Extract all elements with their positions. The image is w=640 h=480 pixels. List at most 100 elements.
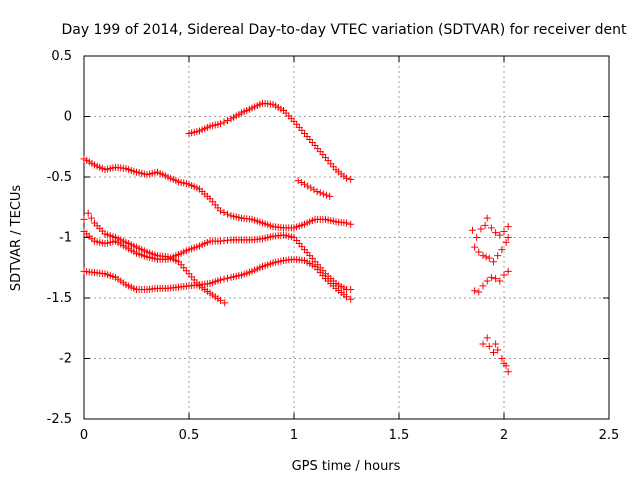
data-point <box>479 282 487 290</box>
data-point <box>297 178 305 186</box>
data-point <box>221 299 229 307</box>
grid <box>84 56 609 419</box>
y-tick-label: -0.5 <box>47 170 72 185</box>
data-point <box>502 238 510 246</box>
data-point <box>307 184 315 192</box>
data-point <box>492 229 500 237</box>
data-point <box>316 189 324 197</box>
series-track-1 <box>80 155 355 232</box>
data-point <box>301 180 308 188</box>
data-point <box>479 340 487 348</box>
data-point <box>473 234 481 241</box>
data-point <box>84 209 92 217</box>
x-tick-label: 0 <box>80 428 88 443</box>
data-point <box>224 210 231 218</box>
data-point <box>483 334 491 342</box>
data-point <box>217 120 224 128</box>
data-point <box>475 248 483 256</box>
data-point <box>496 231 504 239</box>
data-point <box>483 277 491 285</box>
data-point <box>319 190 327 198</box>
data-point <box>471 243 479 251</box>
data-point <box>347 220 355 228</box>
data-point <box>469 226 476 234</box>
x-tick-label: 2.5 <box>599 428 620 443</box>
data-point <box>487 273 495 281</box>
data-point <box>343 293 350 301</box>
y-tick-label: -2 <box>59 352 72 367</box>
data-points <box>80 99 512 376</box>
data-point <box>343 174 350 182</box>
series-cluster-2h-c <box>471 267 512 296</box>
data-point <box>504 368 512 376</box>
data-point <box>347 175 355 183</box>
data-point <box>483 214 491 222</box>
data-point <box>492 340 500 348</box>
series-cluster-2h-d <box>479 334 512 376</box>
data-point <box>504 223 512 231</box>
data-point <box>485 342 493 350</box>
data-point <box>294 177 302 185</box>
data-point <box>475 288 483 296</box>
series-cluster-2h-b <box>471 234 512 266</box>
data-point <box>487 224 495 232</box>
data-point <box>502 362 510 370</box>
x-tick-label: 1 <box>290 428 298 443</box>
data-point <box>224 274 231 282</box>
data-point <box>485 254 493 262</box>
y-tick-labels: -2.5 -2 -1.5 -1 -0.5 0 0.5 <box>47 49 72 427</box>
data-point <box>477 225 485 233</box>
data-point <box>313 188 321 196</box>
chart-title: Day 199 of 2014, Sidereal Day-to-day VTE… <box>61 22 627 38</box>
data-point <box>347 295 355 303</box>
y-tick-label: 0.5 <box>51 49 72 64</box>
data-point <box>310 186 318 194</box>
data-point <box>481 221 489 229</box>
data-point <box>490 348 497 356</box>
x-tick-label: 0.5 <box>179 428 200 443</box>
x-axis-label: GPS time / hours <box>292 459 401 474</box>
data-point <box>479 252 487 260</box>
data-point <box>496 277 504 285</box>
data-point <box>498 246 506 254</box>
data-point <box>220 275 228 283</box>
data-point <box>326 192 334 200</box>
data-point <box>492 275 500 283</box>
data-point <box>224 117 231 125</box>
data-point <box>504 267 512 275</box>
data-point <box>217 296 224 304</box>
data-point <box>323 191 331 199</box>
y-tick-label: -2.5 <box>47 412 72 427</box>
series-track-2 <box>185 99 355 183</box>
data-point <box>220 118 228 126</box>
data-point <box>80 215 88 223</box>
data-point <box>498 355 506 362</box>
x-tick-label: 2 <box>500 428 508 443</box>
y-tick-label: -1.5 <box>47 291 72 306</box>
data-point <box>504 234 512 241</box>
data-point <box>471 287 479 295</box>
data-point <box>482 253 490 261</box>
data-point <box>87 214 95 222</box>
series-cluster-2h-a <box>469 214 512 241</box>
data-point <box>220 208 228 216</box>
data-point <box>500 271 508 279</box>
data-point <box>304 182 312 190</box>
x-tick-labels: 0 0.5 1 1.5 2 2.5 <box>80 428 619 443</box>
x-tick-label: 1.5 <box>389 428 410 443</box>
y-axis-label: SDTVAR / TECUs <box>9 185 24 292</box>
series-track-5 <box>80 255 355 303</box>
y-tick-label: 0 <box>64 110 72 125</box>
data-point <box>217 207 224 215</box>
y-tick-label: -1 <box>59 231 72 246</box>
data-point <box>217 276 224 284</box>
series-track-6 <box>294 177 334 200</box>
data-point <box>347 286 355 294</box>
data-point <box>500 227 508 235</box>
data-point <box>494 252 502 260</box>
data-point <box>490 258 497 266</box>
series-track-4 <box>80 227 355 294</box>
data-point <box>343 219 350 227</box>
data-point <box>494 346 502 354</box>
